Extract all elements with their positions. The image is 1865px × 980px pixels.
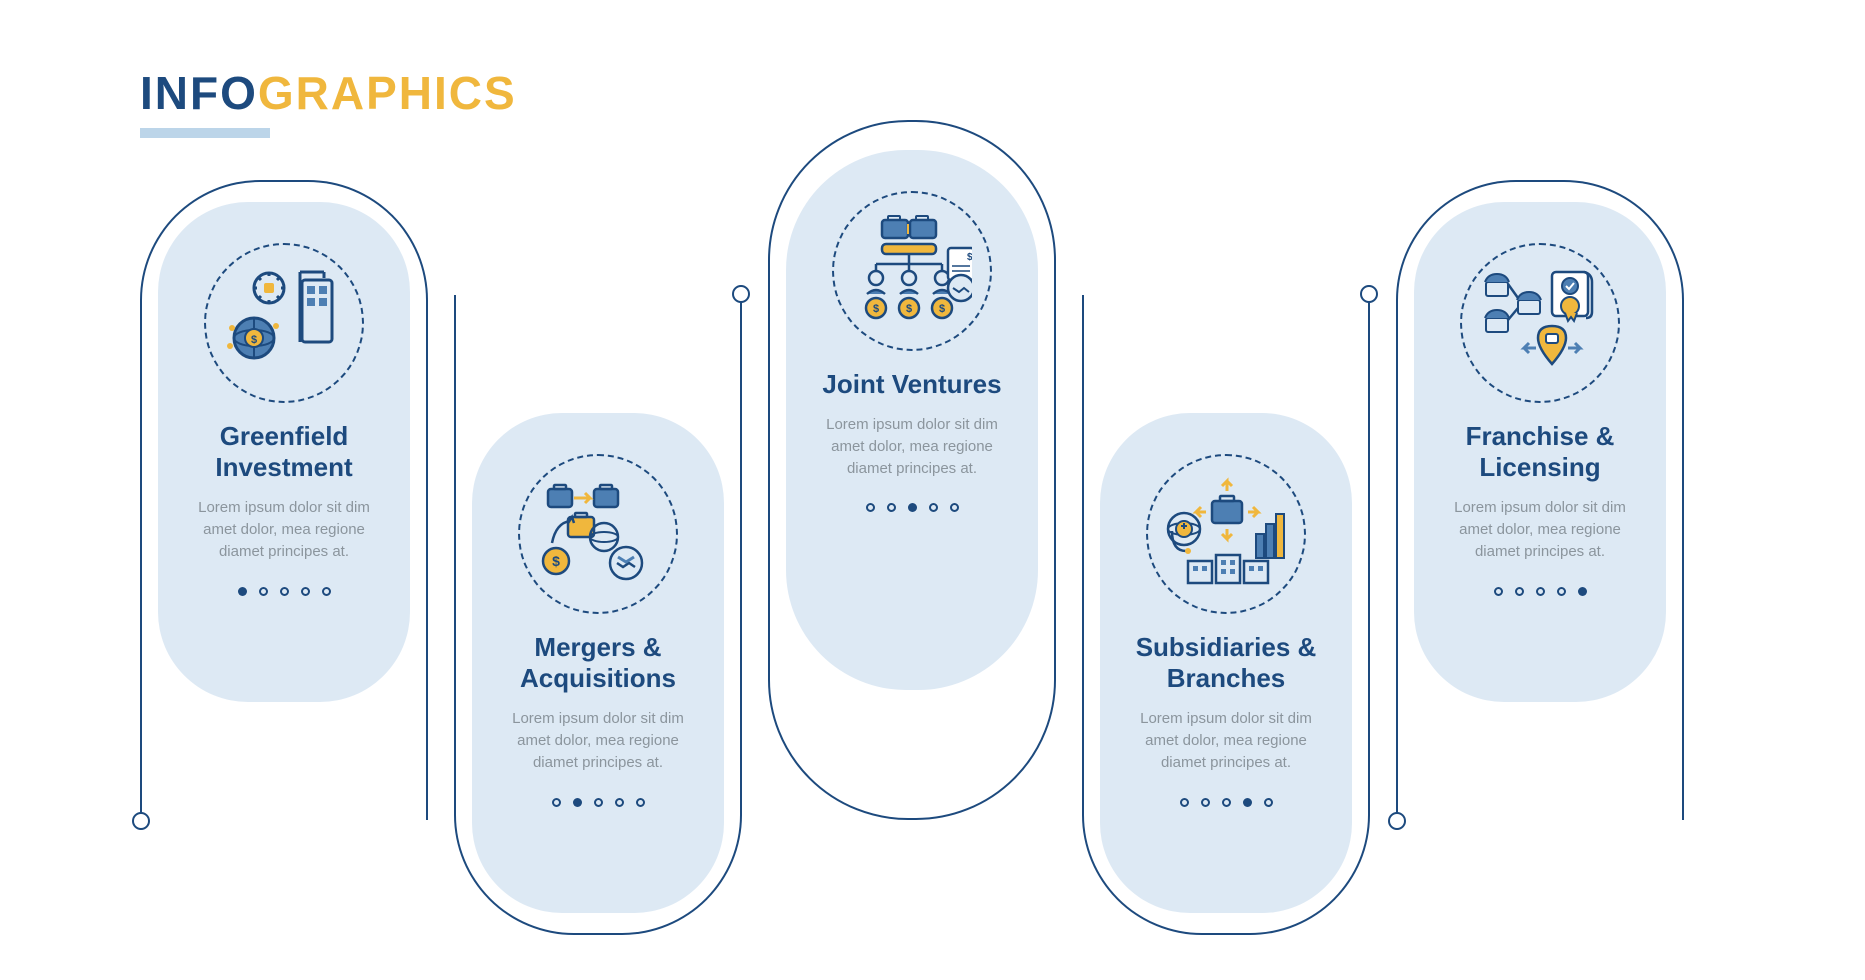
step-dot [929,503,938,512]
card-title: Subsidiaries & Branches [1128,632,1324,694]
step-dot [552,798,561,807]
card-desc: Lorem ipsum dolor sit dim amet dolor, me… [1442,497,1638,562]
greenfield-icon [204,243,364,403]
frame-endcap [1360,285,1378,303]
step-dot [1201,798,1210,807]
card-desc: Lorem ipsum dolor sit dim amet dolor, me… [186,497,382,562]
card-desc: Lorem ipsum dolor sit dim amet dolor, me… [814,414,1010,479]
joint-icon [832,191,992,351]
step-dot [301,587,310,596]
franchise-icon [1460,243,1620,403]
step-dot [1243,798,1252,807]
title-underline [140,128,270,138]
card-desc: Lorem ipsum dolor sit dim amet dolor, me… [1128,708,1324,773]
frame-endcap [132,812,150,830]
card-mergers: Mergers & Acquisitions Lorem ipsum dolor … [472,413,724,913]
step-dots [1494,587,1587,596]
step-dot [950,503,959,512]
step-dot [887,503,896,512]
card-joint: Joint Ventures Lorem ipsum dolor sit dim … [786,150,1038,690]
step-dot [322,587,331,596]
step-dots [238,587,331,596]
step-dot [1494,587,1503,596]
page-title: INFOGRAPHICS [140,66,517,120]
subsidiaries-icon [1146,454,1306,614]
step-dot [238,587,247,596]
card-franchise: Franchise & Licensing Lorem ipsum dolor s… [1414,202,1666,702]
frame-endcap [732,285,750,303]
step-dot [573,798,582,807]
step-dot [1557,587,1566,596]
step-dot [866,503,875,512]
step-dot [1264,798,1273,807]
step-dot [259,587,268,596]
step-dots [552,798,645,807]
title-part1: INFO [140,67,258,119]
card-title: Franchise & Licensing [1442,421,1638,483]
step-dot [636,798,645,807]
title-part2: GRAPHICS [258,67,517,119]
card-subsidiaries: Subsidiaries & Branches Lorem ipsum dolor… [1100,413,1352,913]
step-dot [1222,798,1231,807]
infographic-stage: INFOGRAPHICS Greenfield Investment Lorem … [0,0,1865,980]
step-dot [1578,587,1587,596]
card-title: Greenfield Investment [186,421,382,483]
mergers-icon [518,454,678,614]
step-dot [615,798,624,807]
step-dots [1180,798,1273,807]
step-dot [1536,587,1545,596]
card-desc: Lorem ipsum dolor sit dim amet dolor, me… [500,708,696,773]
step-dot [908,503,917,512]
step-dot [1515,587,1524,596]
step-dot [280,587,289,596]
card-title: Mergers & Acquisitions [500,632,696,694]
frame-endcap [1388,812,1406,830]
step-dots [866,503,959,512]
step-dot [594,798,603,807]
card-greenfield: Greenfield Investment Lorem ipsum dolor s… [158,202,410,702]
card-title: Joint Ventures [822,369,1001,400]
step-dot [1180,798,1189,807]
